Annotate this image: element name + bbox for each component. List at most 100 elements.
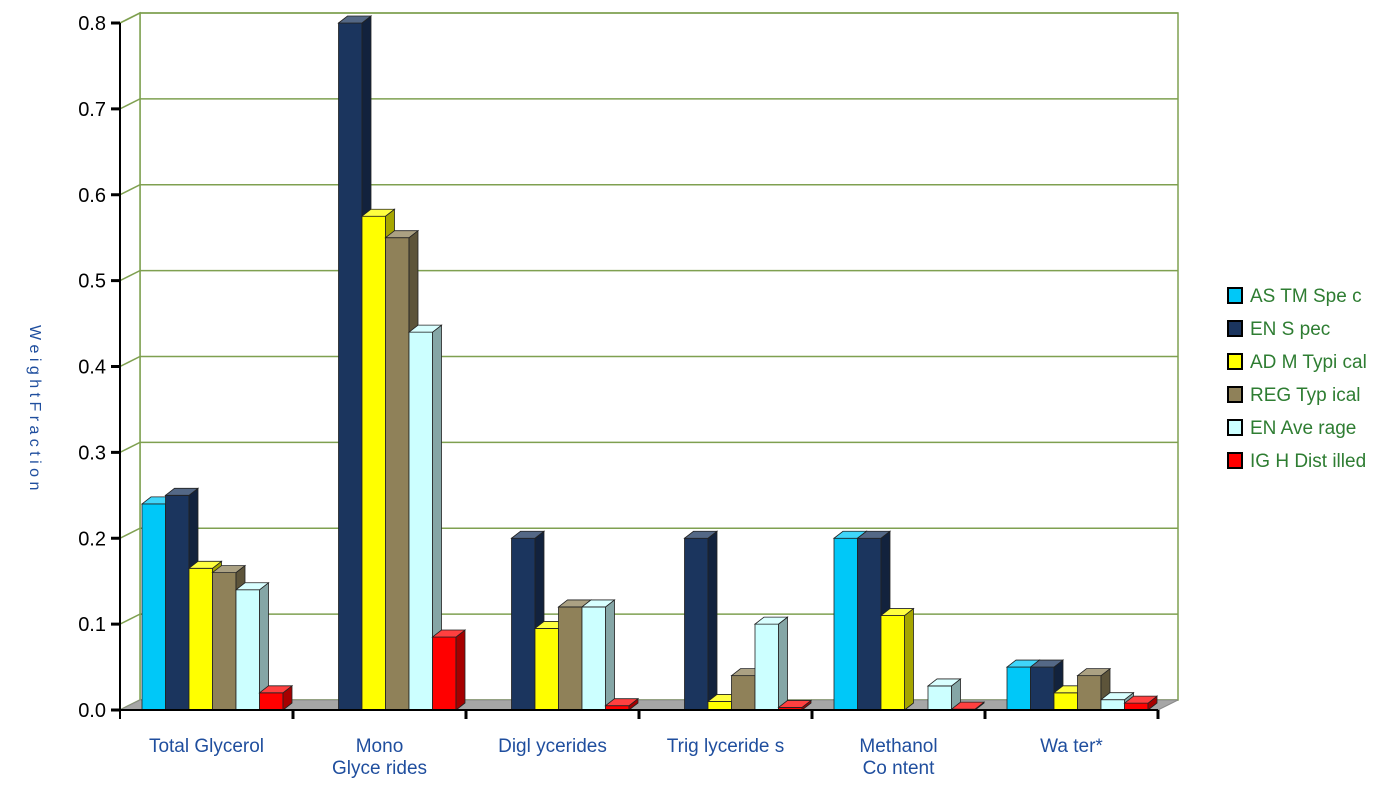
bar-top [604,698,640,707]
y-tick-label: 0.0 [78,700,106,722]
bar-front [408,331,433,711]
bar-front [857,537,882,711]
bar-front [1077,675,1102,711]
bar-top [683,530,719,539]
x-tick-label: Co ntent [863,758,936,779]
bar [580,599,616,711]
bar-front [833,537,858,711]
bar-front [1030,666,1055,711]
gridline [119,441,1178,454]
bar-front [511,537,536,711]
bar-top [879,608,915,616]
bar-front [1006,666,1031,711]
y-tick-label: 0.8 [78,13,106,35]
bar-top [211,565,247,573]
bar-top [510,530,546,539]
legend-swatch [1227,320,1243,337]
x-tick-label: Glyce rides [332,758,427,779]
bar [431,629,467,711]
legend-label: EN Ave rage [1250,418,1356,439]
bar-front [534,628,559,711]
bar-front [558,606,583,711]
bar [407,324,443,711]
bar-front [707,701,732,711]
bar [926,678,962,711]
gridline [119,184,1178,196]
grid-layer [119,11,1179,712]
bar-front [165,494,190,711]
bar-top [384,230,420,239]
x-tick-label: Mono [356,736,404,757]
legend-label: IG H Dist illed [1250,451,1366,472]
bar [777,699,813,711]
bar-top [580,599,616,608]
legend-swatch [1227,419,1243,436]
bar-top [337,15,373,24]
x-tick-label: Digl ycerides [498,736,607,757]
bar-side [605,599,615,711]
bar-front [212,572,237,711]
x-tick-label: Methanol [859,736,937,757]
bar-top [926,678,962,687]
bars-layer [140,15,1159,711]
y-tick-label: 0.6 [78,185,106,207]
legend-label: REG Typ ical [1250,385,1361,406]
bar-top [407,324,443,333]
bar [683,530,719,711]
y-axis-title: W e i g h t F r a c t i o n [26,325,43,490]
gridline [119,527,1178,539]
bar-front [141,503,166,711]
bar-front [731,675,756,711]
gridline [119,613,1178,625]
y-tick-label: 0.7 [78,99,106,121]
bar-front [235,589,260,711]
legend-swatch [1227,287,1243,304]
bar [258,685,294,711]
gridline [119,269,1178,282]
bar-top [856,530,892,539]
bar-top [1099,692,1135,701]
gridline [119,98,1178,110]
bar-top [1076,668,1112,677]
bar-top [1123,695,1159,704]
bar-front [581,606,606,711]
bar-front [432,636,457,711]
bar [604,697,640,711]
legend-swatch [1227,452,1243,469]
bar-front [338,22,363,711]
bar-front [259,692,284,711]
bar [753,616,789,711]
bar-side [707,530,718,711]
bar-top [164,487,200,496]
legend: AS TM Spe c EN S pec AD M Typi cal REG Typ … [1227,286,1367,472]
bar-top [431,629,467,638]
bar-top [187,560,223,569]
bar [879,607,915,711]
y-tick-label: 0.5 [78,271,106,293]
bar-front [1100,699,1125,711]
bar-top [258,685,294,694]
y-tick-label: 0.2 [78,528,106,550]
bar-side [904,607,914,711]
legend-swatch [1227,353,1243,370]
legend-label: EN S pec [1250,319,1330,340]
bar-top [234,582,270,591]
bar-front [188,567,213,711]
legend-label: AD M Typi cal [1250,352,1367,373]
x-tick-label: Wa ter* [1040,736,1103,757]
bar [234,581,270,711]
gridline [119,355,1178,368]
bar-front [880,615,905,711]
bar-side [778,616,788,711]
bar-top [1029,659,1065,668]
bar-front [1124,702,1149,711]
axis-layer: 0.0 0.1 0.2 0.3 0.4 0.5 0.6 0.7 0.8 Total Glycero… [78,13,1160,779]
bar-top [753,616,789,625]
y-tick-label: 0.4 [78,357,106,379]
y-tick-label: 0.3 [78,442,106,464]
gridline [119,12,1178,24]
legend-swatch [1227,386,1243,403]
bar-top [777,700,813,708]
bar-front [1053,692,1078,711]
